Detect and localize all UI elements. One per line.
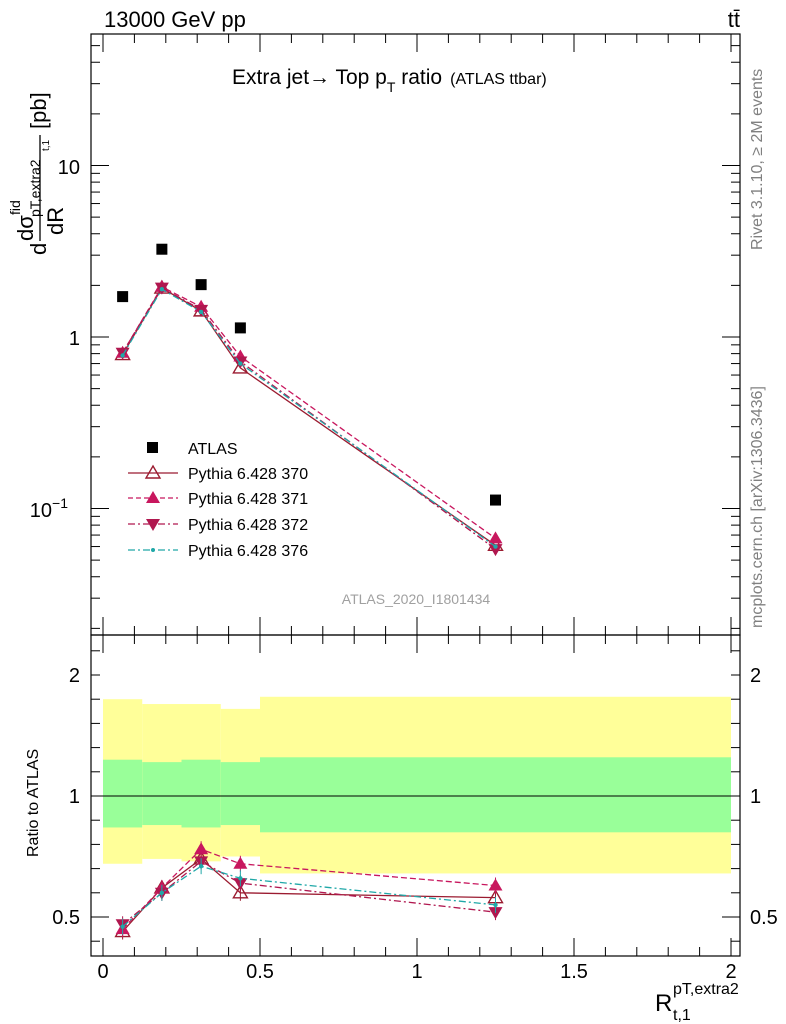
data-point	[156, 243, 168, 255]
main-ytick-label: 10	[58, 157, 80, 179]
svg-text:d: d	[26, 243, 51, 255]
svg-text:t,1: t,1	[41, 139, 52, 151]
xtick-label: 2	[725, 961, 736, 983]
svg-text:pT,extra2: pT,extra2	[27, 159, 43, 217]
ratio-data-point	[120, 924, 125, 929]
ratio-yaxis-label: Ratio to ATLAS	[25, 749, 42, 857]
legend-marker-370	[144, 464, 162, 479]
xtick-label: 0.5	[246, 961, 274, 983]
ratio-axis-ticks	[91, 635, 740, 956]
data-point	[159, 286, 165, 292]
header-process-label: tt̄	[728, 7, 740, 32]
legend-marker-atlas	[147, 442, 158, 453]
ratio-band-inner	[103, 759, 143, 828]
data-point	[234, 322, 246, 334]
xtick-label: 1.5	[560, 961, 588, 983]
rivet-version-text: Rivet 3.1.10, ≥ 2M events	[749, 69, 766, 250]
header-energy-label: 13000 GeV pp	[104, 7, 246, 32]
ratio-ytick-label: 0.5	[52, 907, 80, 929]
ratio-ytick-label-right: 2	[750, 665, 761, 687]
ratio-bands	[103, 696, 731, 874]
xaxis-label: R pT,extra2 t,1	[655, 981, 739, 1024]
data-point	[238, 361, 243, 366]
series-line	[122, 288, 496, 548]
ratio-data-point	[194, 842, 209, 855]
ratio-data-point	[198, 863, 204, 869]
analysis-watermark: ATLAS_2020_I1801434	[342, 591, 491, 607]
svg-text:R: R	[655, 990, 672, 1017]
ratio-ytick-label: 2	[69, 665, 80, 687]
legend-marker-372	[146, 519, 160, 531]
ratio-ytick-label-right: 1	[750, 786, 761, 808]
mcplots-reference-text: mcplots.cern.ch [arXiv:1306.3436]	[749, 386, 766, 628]
xtick-label: 0	[97, 961, 108, 983]
ratio-band-inner	[181, 759, 221, 828]
chart-title: Extra jet→ Top pT ratio (ATLAS ttbar)	[232, 66, 547, 95]
legend-label: Pythia 6.428 370	[188, 466, 308, 483]
ratio-data-point	[159, 890, 165, 895]
main-axis-ticks	[91, 34, 740, 635]
legend-marker-371	[146, 491, 160, 503]
ratio-series-line	[122, 865, 496, 928]
ratio-data-point	[232, 884, 249, 899]
legend-label: Pythia 6.428 376	[188, 543, 308, 560]
data-point	[117, 291, 129, 303]
ratio-data-point	[488, 907, 503, 920]
main-ytick-label: 10−1	[30, 495, 68, 522]
ratio-data-point	[493, 902, 498, 908]
data-point	[488, 544, 503, 557]
legend-label: ATLAS	[188, 441, 238, 458]
legend-label: Pythia 6.428 371	[188, 491, 308, 508]
ratio-band-inner	[142, 762, 182, 826]
data-point	[488, 531, 503, 544]
main-series-group	[114, 243, 504, 557]
svg-text:[pb]: [pb]	[26, 92, 51, 129]
ratio-ytick-label: 1	[69, 786, 80, 808]
svg-text:t,1: t,1	[673, 1007, 691, 1024]
svg-text:fid: fid	[7, 200, 23, 215]
xtick-label: 1	[411, 961, 422, 983]
legend-label: Pythia 6.428 372	[188, 517, 308, 534]
ratio-band-inner	[220, 762, 260, 826]
svg-text:dσ: dσ	[13, 215, 38, 241]
data-point	[493, 544, 498, 549]
ratio-series-group	[114, 841, 504, 940]
main-ytick-label: 1	[69, 328, 80, 350]
ratio-data-point	[238, 876, 243, 881]
main-yaxis-label: d dσ fid pT,extra2 t,1 dR [pb]	[7, 92, 68, 255]
ratio-data-point	[488, 878, 503, 891]
legend-marker-376	[151, 548, 155, 552]
data-point	[120, 353, 125, 358]
data-point	[195, 279, 207, 291]
legend: ATLAS Pythia 6.428 370 Pythia 6.428 371 …	[128, 441, 308, 560]
data-point	[490, 494, 501, 506]
series-line	[122, 287, 496, 546]
data-point	[198, 309, 204, 315]
data-point	[232, 359, 249, 374]
ratio-data-point	[233, 856, 248, 869]
ratio-ytick-label-right: 0.5	[750, 907, 778, 929]
series-line	[122, 286, 496, 550]
svg-text:dR: dR	[43, 207, 68, 235]
ratio-band-inner	[260, 757, 731, 833]
svg-text:pT,extra2: pT,extra2	[673, 981, 739, 998]
